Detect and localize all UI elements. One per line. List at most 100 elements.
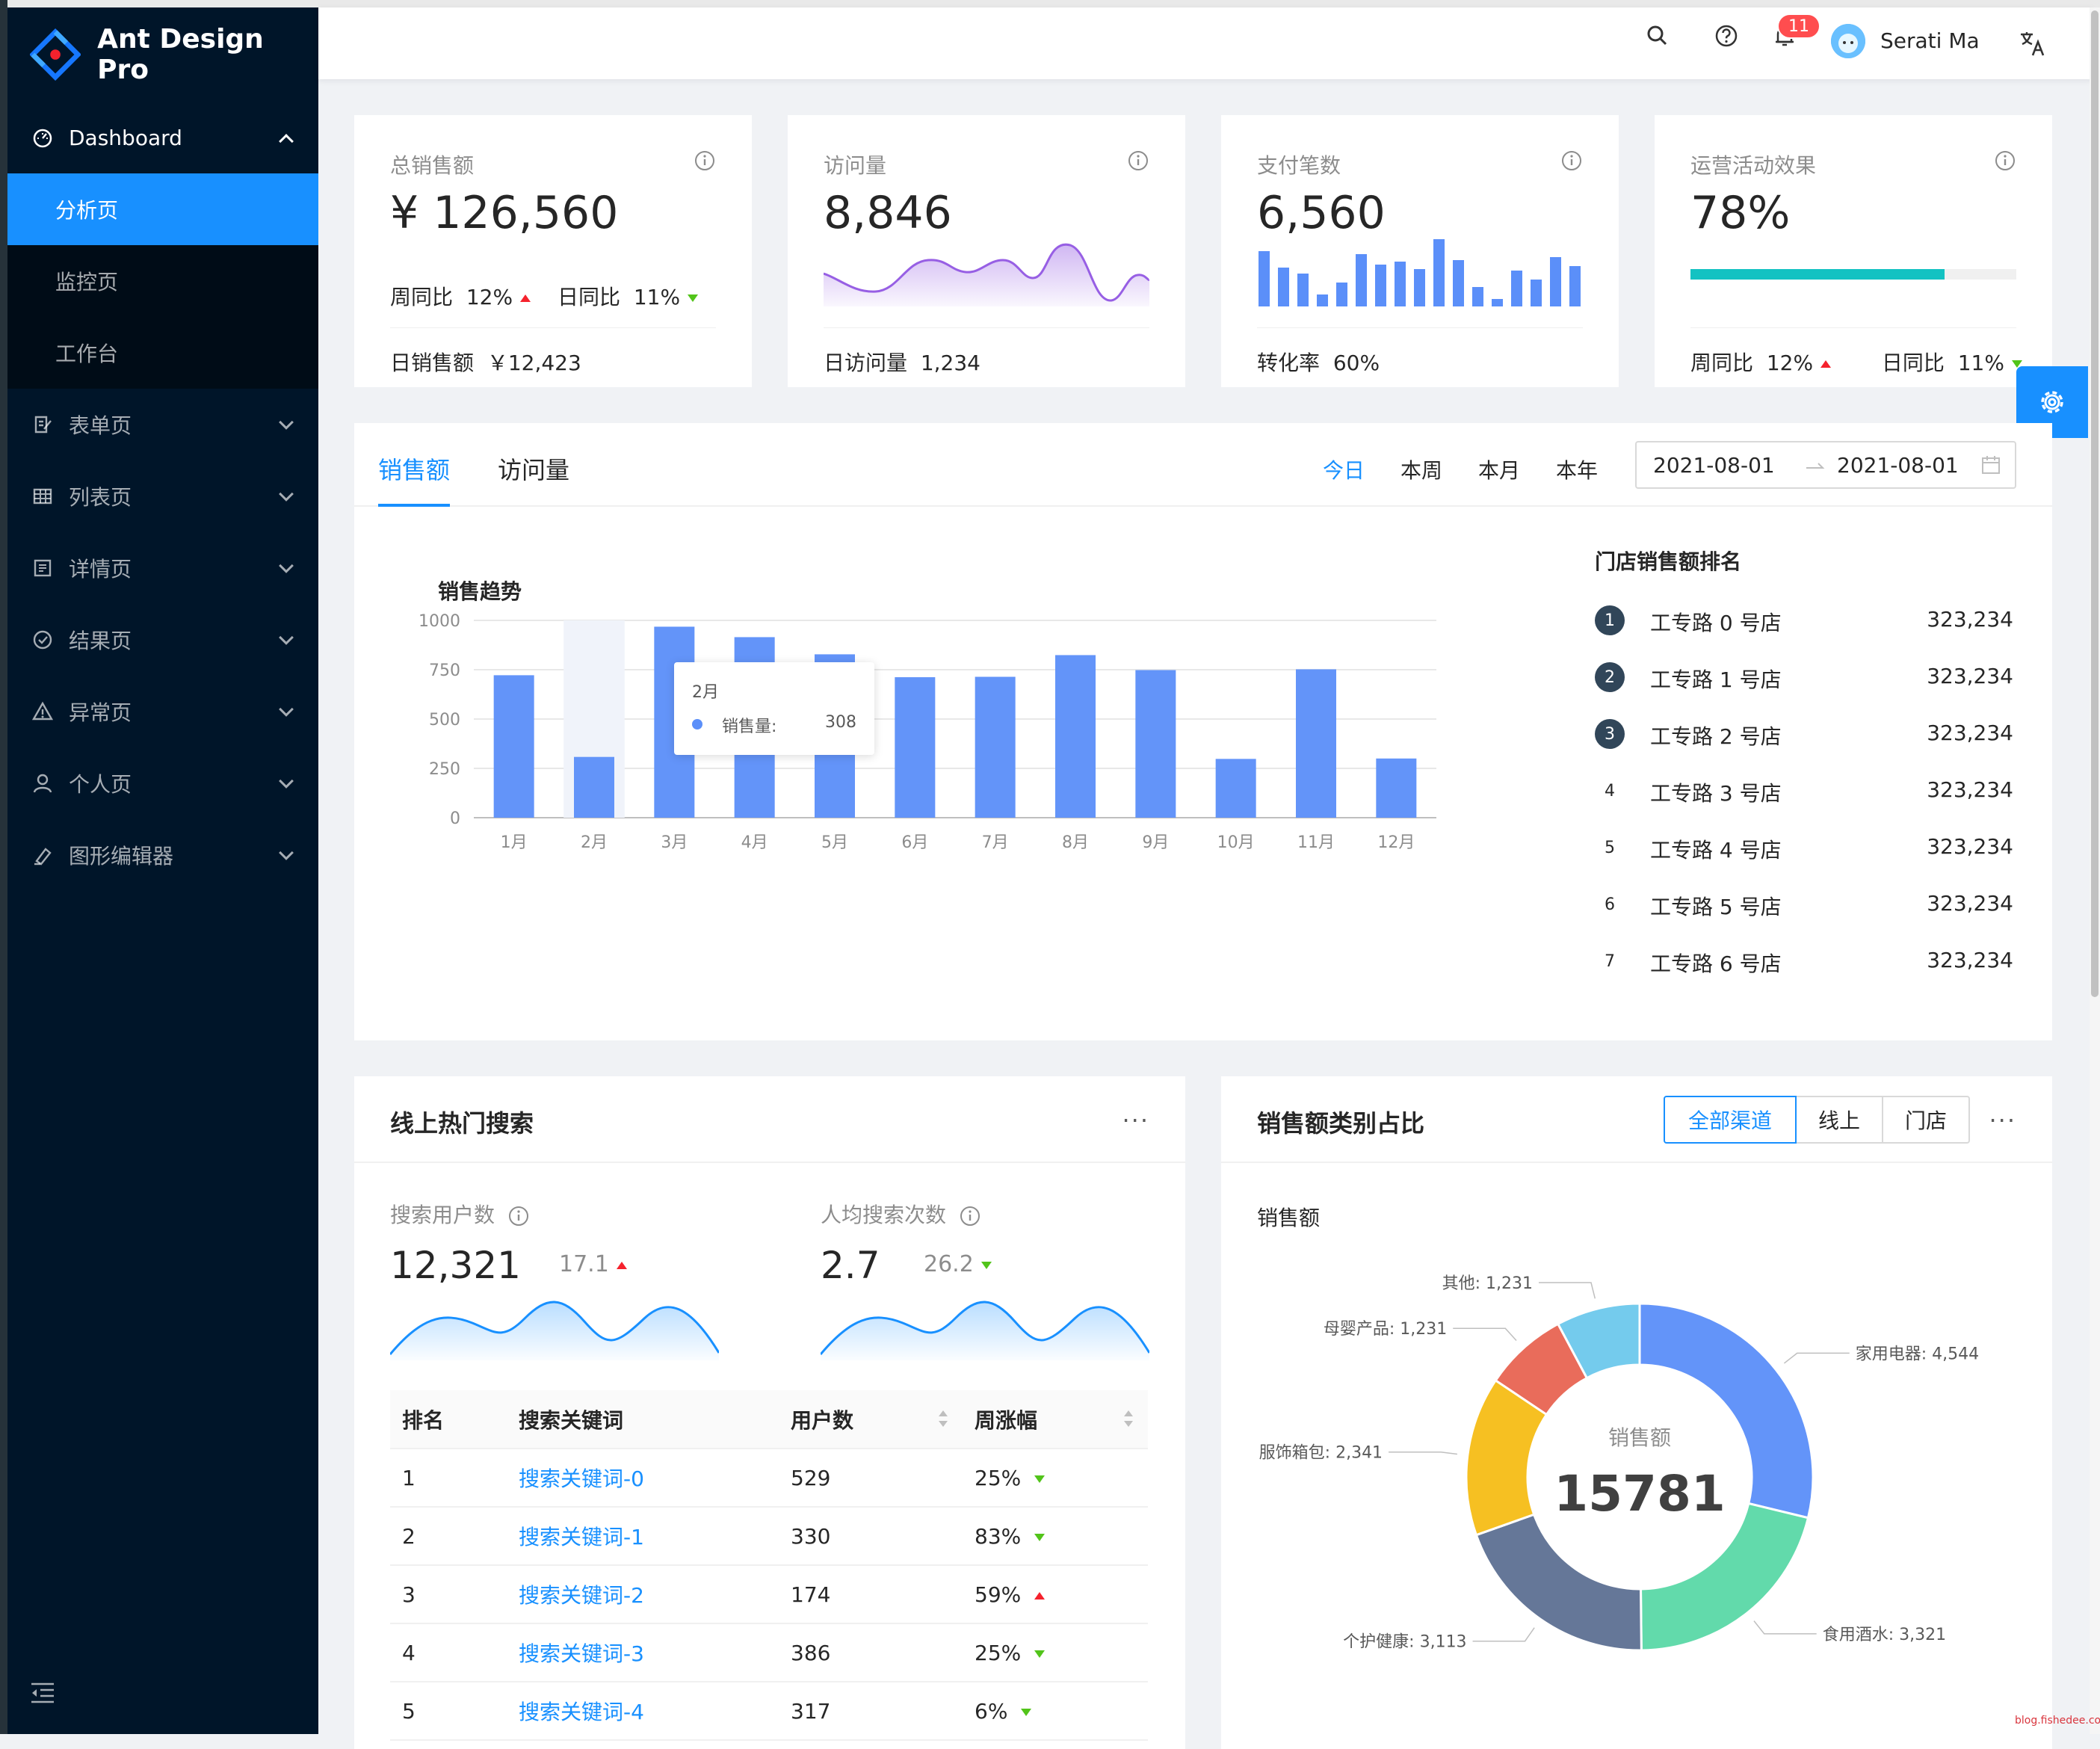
menu-group-1[interactable]: 列表页 bbox=[7, 460, 318, 532]
tab-sales[interactable]: 销售额 bbox=[378, 456, 451, 484]
chevron-down-icon bbox=[279, 845, 294, 860]
period-month[interactable]: 本月 bbox=[1478, 458, 1521, 483]
col-users[interactable]: 用户数 bbox=[779, 1390, 963, 1449]
bar-11[interactable] bbox=[1376, 758, 1417, 818]
store-name: 工专路 6 号店 bbox=[1650, 951, 1782, 976]
more-icon[interactable]: ··· bbox=[1122, 1106, 1149, 1135]
date-range-picker[interactable]: 2021-08-01 2021-08-01 bbox=[1635, 441, 2016, 489]
keyword-link[interactable]: 搜索关键词-2 bbox=[519, 1583, 644, 1608]
range-start-input[interactable]: 2021-08-01 bbox=[1653, 453, 1775, 478]
menu-fold-icon[interactable] bbox=[30, 1682, 55, 1704]
keyword-link[interactable]: 搜索关键词-1 bbox=[519, 1525, 644, 1549]
info-circle-icon[interactable] bbox=[959, 1205, 981, 1227]
period-today[interactable]: 今日 bbox=[1323, 458, 1365, 483]
avatar[interactable] bbox=[1831, 24, 1865, 58]
search-icon[interactable] bbox=[1643, 21, 1673, 51]
col-weekly-change[interactable]: 周涨幅 bbox=[963, 1390, 1148, 1449]
bar-1[interactable] bbox=[574, 756, 614, 818]
store-sales: 323,234 bbox=[1927, 891, 2013, 916]
caret-down-icon bbox=[2011, 360, 2022, 368]
range-end-input[interactable]: 2021-08-01 bbox=[1837, 453, 1959, 478]
store-sales: 323,234 bbox=[1927, 777, 2013, 802]
menu-group-2[interactable]: 详情页 bbox=[7, 532, 318, 604]
bar-5[interactable] bbox=[895, 677, 936, 818]
search-users-label: 搜索用户数 bbox=[390, 1203, 495, 1227]
tab-visits[interactable]: 访问量 bbox=[498, 456, 570, 484]
window-top-edge bbox=[0, 0, 2100, 7]
search-users-value: 12,321 bbox=[390, 1244, 521, 1287]
sort-icon[interactable] bbox=[1122, 1408, 1134, 1429]
menu-group-6[interactable]: 图形编辑器 bbox=[7, 819, 318, 891]
info-circle-icon[interactable] bbox=[694, 149, 716, 172]
keyword-link[interactable]: 搜索关键词-0 bbox=[519, 1466, 644, 1491]
menu-monitor[interactable]: 监控页 bbox=[55, 270, 119, 294]
store-sales: 323,234 bbox=[1927, 721, 2013, 745]
menu-group-4[interactable]: 异常页 bbox=[7, 676, 318, 747]
menu-group-0[interactable]: 表单页 bbox=[7, 389, 318, 460]
logo[interactable]: Ant Design Pro bbox=[7, 7, 318, 102]
menu-group-5[interactable]: 个人页 bbox=[7, 747, 318, 819]
slice-label: 其他: 1,231 bbox=[1442, 1274, 1533, 1293]
chevron-down-icon bbox=[279, 630, 294, 645]
row-change-value: 6% bbox=[975, 1698, 1008, 1724]
donut-slice-0[interactable] bbox=[1638, 1302, 1815, 1520]
profile-icon bbox=[31, 557, 54, 579]
bar-10[interactable] bbox=[1296, 669, 1336, 818]
rank-number: 3 bbox=[1595, 719, 1625, 749]
keyword-link[interactable]: 搜索关键词-3 bbox=[519, 1641, 644, 1666]
bar-8[interactable] bbox=[1135, 670, 1176, 818]
label-leader-line bbox=[1783, 1352, 1850, 1364]
dod-trend: 日同比 11% bbox=[558, 281, 699, 311]
table-row: 3 搜索关键词-2 174 59% bbox=[390, 1565, 1148, 1624]
sort-icon[interactable] bbox=[937, 1408, 949, 1429]
menu-group-3[interactable]: 结果页 bbox=[7, 604, 318, 676]
menu-workplace[interactable]: 工作台 bbox=[55, 342, 119, 366]
segment-all-channels[interactable]: 全部渠道 bbox=[1664, 1096, 1797, 1144]
bar-7[interactable] bbox=[1055, 655, 1096, 818]
visits-area-sparkline bbox=[824, 243, 1149, 306]
tooltip-label: 销售量: bbox=[722, 718, 777, 736]
donut-slice-5[interactable] bbox=[1556, 1302, 1641, 1380]
info-circle-icon[interactable] bbox=[507, 1205, 530, 1227]
period-year[interactable]: 本年 bbox=[1556, 458, 1599, 483]
segment-online[interactable]: 线上 bbox=[1795, 1096, 1883, 1144]
row-users: 317 bbox=[779, 1682, 963, 1741]
question-circle-icon[interactable] bbox=[1711, 21, 1741, 51]
donut-slice-1[interactable] bbox=[1640, 1502, 1810, 1652]
row-change-value: 83% bbox=[975, 1523, 1022, 1549]
info-circle-icon[interactable] bbox=[1127, 149, 1149, 172]
info-circle-icon[interactable] bbox=[1560, 149, 1583, 172]
donut-center-label: 销售额 bbox=[1608, 1425, 1671, 1450]
keyword-link[interactable]: 搜索关键词-4 bbox=[519, 1700, 644, 1724]
bar-0[interactable] bbox=[493, 675, 534, 818]
caret-up-icon bbox=[616, 1261, 627, 1269]
kpi-card-visits: 访问量 8,846 日访问量 1,234 bbox=[788, 115, 1185, 387]
sales-category-subtitle: 销售额 bbox=[1257, 1206, 1321, 1230]
x-tick-label: 3月 bbox=[661, 833, 688, 852]
sidebar: Ant Design Pro Dashboard 分析页 监控页 工作台 表单页… bbox=[7, 7, 318, 1734]
bar-9[interactable] bbox=[1215, 759, 1256, 818]
kpi-label: 访问量 bbox=[824, 153, 887, 178]
rank-number: 4 bbox=[1605, 781, 1615, 801]
payments-mini-bar-chart bbox=[1259, 239, 1581, 306]
period-week[interactable]: 本周 bbox=[1400, 458, 1443, 483]
more-icon[interactable]: ··· bbox=[1989, 1106, 2016, 1135]
donut-slice-2[interactable] bbox=[1474, 1513, 1643, 1652]
menu-dashboard[interactable]: Dashboard bbox=[7, 102, 318, 173]
menu-dashboard-label: Dashboard bbox=[69, 125, 182, 150]
menu-analysis[interactable]: 分析页 bbox=[7, 173, 318, 245]
tooltip-value: 308 bbox=[825, 713, 856, 732]
avatar-face-icon bbox=[1831, 24, 1865, 58]
caret-up-icon bbox=[1034, 1591, 1046, 1600]
info-circle-icon[interactable] bbox=[1994, 149, 2016, 172]
chevron-down-icon bbox=[279, 702, 294, 717]
label-leader-line bbox=[1389, 1451, 1457, 1455]
user-name[interactable]: Serati Ma bbox=[1880, 28, 1980, 53]
page-scrollbar-thumb[interactable] bbox=[2091, 10, 2099, 997]
sales-tabs: 销售额 访问量 今日 本周 本月 本年 2021-08-01 2021-08-0… bbox=[354, 423, 2052, 507]
x-tick-label: 7月 bbox=[982, 833, 1009, 852]
segment-store[interactable]: 门店 bbox=[1882, 1096, 1970, 1144]
translation-icon[interactable] bbox=[2018, 28, 2048, 58]
bar-6[interactable] bbox=[975, 676, 1016, 818]
kpi-footer-label: 日访问量 bbox=[824, 351, 908, 375]
